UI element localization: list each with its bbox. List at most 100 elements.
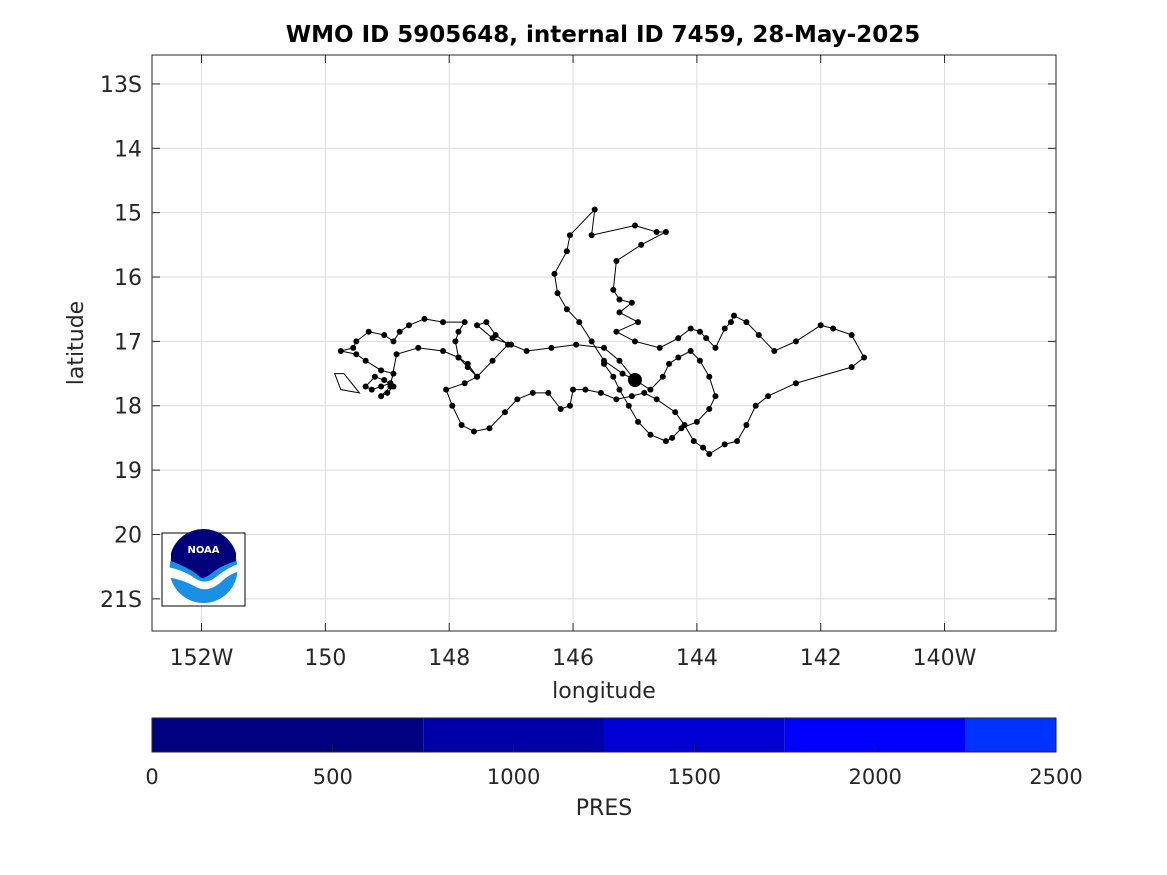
- track-point: [666, 360, 673, 367]
- chart-title: WMO ID 5905648, internal ID 7459, 28-May…: [286, 22, 920, 48]
- track-point: [396, 328, 403, 335]
- logo-seagull-wave: [166, 563, 241, 590]
- track-point: [830, 325, 837, 332]
- plot-frame: [151, 54, 1057, 632]
- logo-navy-top: [171, 528, 236, 578]
- track-point: [610, 286, 617, 293]
- track-point: [848, 364, 855, 371]
- float-outline-shape: [333, 373, 361, 394]
- track-point: [455, 328, 462, 335]
- track-point: [563, 306, 570, 313]
- track-point: [601, 344, 607, 351]
- track-point: [449, 402, 456, 409]
- track-point: [362, 383, 369, 390]
- y-tick-label: 20: [114, 523, 142, 548]
- track-point: [675, 354, 682, 361]
- track-point: [696, 328, 703, 335]
- track-point: [461, 380, 468, 387]
- track-point: [597, 389, 604, 396]
- track-point: [647, 431, 654, 438]
- track-point: [752, 402, 759, 409]
- track-point: [628, 299, 635, 306]
- track-point: [353, 351, 360, 358]
- plot-background: [152, 55, 1056, 631]
- track-point: [712, 344, 719, 351]
- track-point: [470, 428, 477, 435]
- track-line: [340, 208, 865, 455]
- track-point: [529, 389, 536, 396]
- track-point: [405, 322, 412, 329]
- colorbar-segment: [152, 718, 424, 752]
- y-tick-label: 13S: [100, 73, 142, 98]
- y-tick-label: 21S: [100, 588, 142, 613]
- track-point: [743, 422, 750, 429]
- track-point: [350, 344, 357, 351]
- x-tick-label: 148: [428, 646, 470, 671]
- track-point: [440, 319, 447, 326]
- track-point: [554, 290, 561, 297]
- colorbar-tick-label: 0: [145, 765, 158, 789]
- track-point: [443, 386, 450, 393]
- x-tick-label: 144: [676, 646, 718, 671]
- track-point: [755, 331, 762, 338]
- track-point: [635, 319, 642, 326]
- track-point: [393, 351, 400, 358]
- track-point: [706, 451, 713, 458]
- track-point: [721, 441, 728, 448]
- track-point: [353, 338, 360, 345]
- colorbar-label: PRES: [576, 796, 632, 821]
- track-point: [771, 348, 778, 355]
- track-point: [631, 222, 638, 229]
- track-point: [381, 377, 388, 384]
- colorbar: 0 500 1000 1500 2000 2500: [145, 717, 1083, 789]
- track-point: [610, 373, 617, 380]
- track-point: [616, 296, 623, 303]
- tick-marks: [152, 55, 1056, 631]
- y-tick-label: 15: [114, 202, 142, 227]
- track-point: [647, 386, 654, 393]
- track-point: [548, 344, 555, 351]
- track-point: [616, 357, 623, 364]
- track-point: [501, 409, 508, 416]
- track-point: [672, 409, 679, 416]
- track-point: [464, 360, 471, 367]
- track-point: [700, 444, 707, 451]
- track-point: [669, 434, 676, 441]
- track-point: [743, 319, 750, 326]
- y-axis-label: latitude: [64, 301, 89, 385]
- track-point: [440, 348, 447, 355]
- track-point: [566, 402, 573, 409]
- track-point: [613, 257, 620, 264]
- track-point: [483, 319, 490, 326]
- x-tick-label: 150: [304, 646, 346, 671]
- colorbar-tick-label: 1000: [487, 765, 540, 789]
- track-point: [662, 228, 669, 235]
- track-point: [656, 344, 663, 351]
- plot-area: [151, 54, 1057, 632]
- track-point: [362, 357, 369, 364]
- track-point: [792, 380, 799, 387]
- colorbar-tick-label: 2500: [1029, 765, 1082, 789]
- grid: [152, 55, 1056, 631]
- track-point: [557, 405, 564, 412]
- track-point: [588, 338, 595, 345]
- track-point: [486, 425, 493, 432]
- track-point: [368, 386, 375, 393]
- track-point: [687, 348, 694, 355]
- track-point: [635, 418, 642, 425]
- track-point: [576, 319, 583, 326]
- track-point: [566, 232, 573, 239]
- track-point: [390, 370, 397, 377]
- track-point: [628, 393, 635, 400]
- track-point: [613, 328, 620, 335]
- track-point: [378, 383, 385, 390]
- x-axis-ticks: 152W 150 148 146 144 142 140W: [170, 646, 977, 671]
- colorbar-frame: [151, 717, 1057, 753]
- y-tick-label: 19: [114, 459, 142, 484]
- track-point: [653, 396, 660, 403]
- x-axis-label: longitude: [552, 679, 656, 704]
- track-point: [653, 228, 660, 235]
- track-point: [415, 344, 422, 351]
- track-point: [727, 319, 734, 326]
- track-point: [390, 338, 397, 345]
